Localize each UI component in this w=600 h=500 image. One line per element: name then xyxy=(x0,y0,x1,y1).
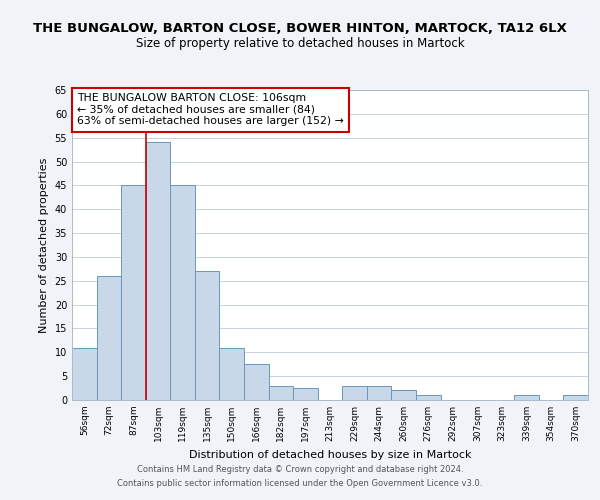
Bar xyxy=(220,348,244,400)
Y-axis label: Number of detached properties: Number of detached properties xyxy=(39,158,49,332)
Text: THE BUNGALOW BARTON CLOSE: 106sqm
← 35% of detached houses are smaller (84)
63% : THE BUNGALOW BARTON CLOSE: 106sqm ← 35% … xyxy=(77,93,344,126)
Bar xyxy=(269,386,293,400)
Text: Contains HM Land Registry data © Crown copyright and database right 2024.
Contai: Contains HM Land Registry data © Crown c… xyxy=(118,466,482,487)
Bar xyxy=(563,395,588,400)
Text: Size of property relative to detached houses in Martock: Size of property relative to detached ho… xyxy=(136,38,464,51)
Bar xyxy=(97,276,121,400)
Bar xyxy=(170,186,195,400)
Bar xyxy=(293,388,318,400)
Bar xyxy=(72,348,97,400)
Bar xyxy=(195,271,220,400)
Bar xyxy=(514,395,539,400)
Text: THE BUNGALOW, BARTON CLOSE, BOWER HINTON, MARTOCK, TA12 6LX: THE BUNGALOW, BARTON CLOSE, BOWER HINTON… xyxy=(33,22,567,36)
Bar xyxy=(391,390,416,400)
Bar xyxy=(121,186,146,400)
Bar xyxy=(367,386,391,400)
Bar xyxy=(342,386,367,400)
X-axis label: Distribution of detached houses by size in Martock: Distribution of detached houses by size … xyxy=(189,450,471,460)
Bar xyxy=(416,395,440,400)
Bar xyxy=(146,142,170,400)
Bar xyxy=(244,364,269,400)
